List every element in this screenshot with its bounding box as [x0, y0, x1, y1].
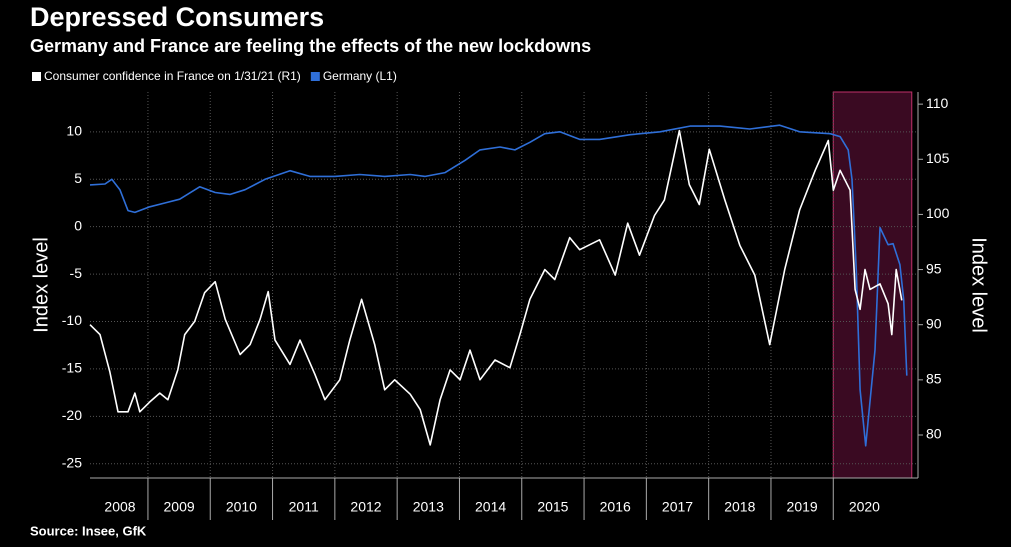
y-tick-label: 0 — [74, 217, 82, 233]
x-tick-label: 2018 — [724, 499, 755, 515]
source: Source: Insee, GfK — [30, 523, 147, 538]
x-tick-label: 2020 — [849, 499, 880, 515]
x-tick-label: 2019 — [787, 499, 818, 515]
y-tick-label: -25 — [62, 454, 82, 470]
legend-swatch — [32, 72, 41, 81]
series-line — [89, 129, 903, 446]
x-tick-label: 2012 — [350, 499, 381, 515]
legend-swatch — [310, 72, 320, 81]
y-tick-label: -5 — [70, 265, 83, 281]
x-tick-label: 2017 — [662, 499, 693, 515]
y-tick-label: 10 — [66, 123, 82, 139]
legend-label: Germany (L1) — [323, 69, 397, 83]
chart-title: Depressed Consumers — [30, 2, 324, 32]
x-tick-label: 2013 — [413, 499, 444, 515]
y2-tick-label: 85 — [926, 371, 942, 387]
y2-tick-label: 80 — [926, 426, 942, 442]
y-tick-label: -20 — [62, 407, 82, 423]
x-tick-label: 2016 — [600, 499, 631, 515]
y-tick-label: -15 — [62, 360, 82, 376]
y2-axis-label: Index level — [968, 237, 990, 333]
y2-tick-label: 90 — [926, 315, 942, 331]
x-tick-label: 2008 — [104, 499, 135, 515]
y2-tick-label: 95 — [926, 260, 942, 276]
x-tick-label: 2014 — [475, 499, 506, 515]
y-tick-label: 5 — [74, 170, 82, 186]
x-tick-label: 2010 — [226, 499, 257, 515]
y2-tick-label: 105 — [926, 150, 950, 166]
y2-tick-label: 110 — [926, 95, 949, 111]
highlight-region — [832, 91, 913, 479]
x-tick-label: 2015 — [537, 499, 568, 515]
y2-tick-label: 100 — [926, 205, 950, 221]
legend-label: Consumer confidence in France on 1/31/21… — [44, 69, 301, 83]
x-tick-label: 2011 — [289, 499, 319, 515]
y-axis-label: Index level — [30, 237, 52, 333]
chart-subtitle: Germany and France are feeling the effec… — [30, 36, 591, 56]
y-tick-label: -10 — [62, 312, 82, 328]
series-line — [89, 124, 908, 447]
x-tick-label: 2009 — [164, 499, 195, 515]
